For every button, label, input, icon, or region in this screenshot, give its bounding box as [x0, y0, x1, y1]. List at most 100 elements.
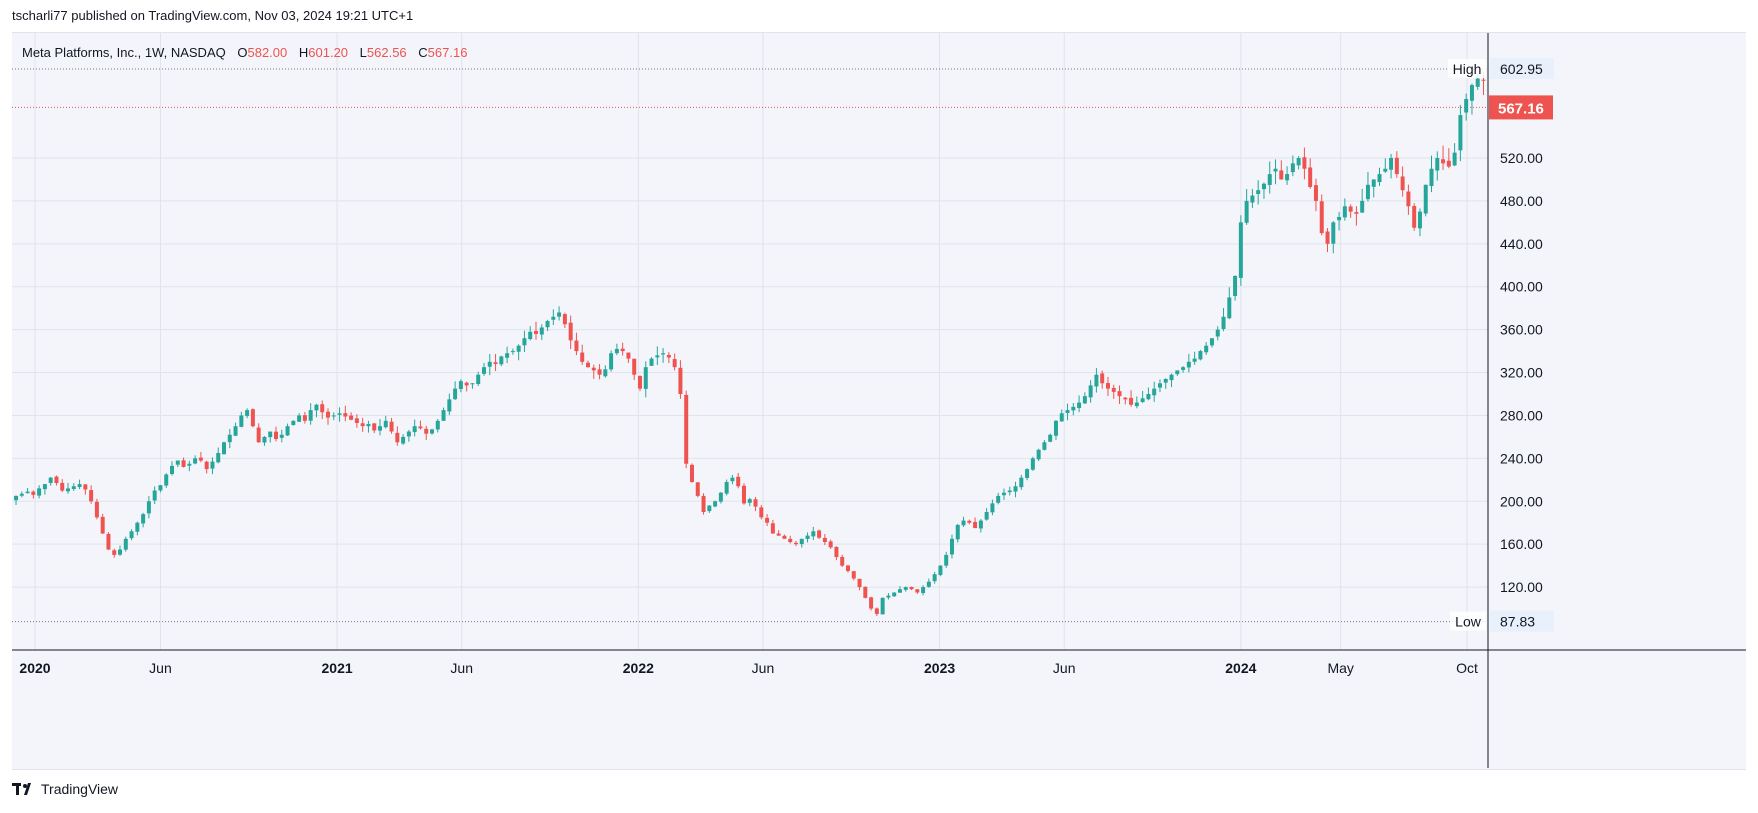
grid	[12, 33, 1488, 650]
candle	[94, 498, 99, 520]
candle	[227, 428, 232, 449]
candle	[349, 412, 354, 421]
candle	[869, 596, 874, 611]
x-tick-label: 2022	[623, 660, 654, 676]
high-marker-bg	[1448, 59, 1486, 79]
candle	[811, 526, 816, 541]
high-value-box	[1490, 58, 1554, 80]
candle	[1313, 178, 1318, 212]
candle	[464, 381, 469, 392]
candle	[718, 492, 723, 504]
candle	[164, 473, 169, 488]
x-tick-label: 2023	[924, 660, 955, 676]
candle	[152, 486, 157, 505]
candle	[782, 534, 787, 539]
x-tick-label: 2020	[19, 660, 50, 676]
candle	[372, 423, 377, 434]
candle	[302, 411, 307, 424]
candle	[897, 586, 902, 593]
candle	[193, 455, 198, 465]
candle	[1429, 155, 1434, 193]
candle	[1094, 367, 1099, 393]
candle	[759, 504, 764, 520]
candle	[1273, 159, 1278, 185]
candle	[158, 485, 163, 493]
candle	[753, 496, 758, 512]
candle	[528, 326, 533, 341]
y-tick-label: 400.00	[1500, 279, 1543, 295]
high-value: 601.20	[308, 45, 349, 60]
candle	[204, 460, 209, 474]
candle	[1331, 221, 1336, 254]
candle	[874, 607, 879, 617]
y-tick-label: 520.00	[1500, 150, 1543, 166]
candle	[37, 485, 42, 499]
candle	[1325, 228, 1330, 253]
candle	[1048, 433, 1053, 443]
candle	[724, 479, 729, 496]
candle	[1446, 148, 1451, 169]
candle	[672, 353, 677, 371]
candle	[609, 350, 614, 372]
x-tick-label: Jun	[752, 660, 775, 676]
candle	[591, 364, 596, 379]
low-label: L	[359, 45, 367, 60]
candle	[493, 353, 498, 372]
high-marker-label: High	[1453, 61, 1482, 77]
candle	[1371, 179, 1376, 198]
y-tick-label: 160.00	[1500, 536, 1543, 552]
candle	[533, 321, 538, 340]
candle	[1389, 153, 1394, 179]
candle	[805, 532, 810, 543]
candle	[89, 485, 94, 504]
footer[interactable]: TradingView	[12, 781, 118, 797]
candle	[314, 403, 319, 418]
close-value: 567.16	[427, 45, 468, 60]
candle	[470, 383, 475, 389]
candle	[845, 565, 850, 573]
candle	[1290, 155, 1295, 177]
candle	[770, 519, 775, 534]
candle	[562, 312, 567, 328]
candle	[1192, 351, 1197, 365]
candle	[1267, 161, 1272, 194]
candle	[1025, 468, 1030, 481]
candle	[19, 491, 24, 498]
low-value-box	[1490, 610, 1554, 632]
y-tick-label: 120.00	[1500, 579, 1543, 595]
candle	[291, 420, 296, 426]
candle	[1001, 488, 1006, 500]
candle	[684, 390, 689, 469]
candle	[643, 361, 648, 398]
candle	[903, 586, 908, 592]
candle	[453, 381, 458, 401]
candle	[984, 508, 989, 521]
candle	[967, 519, 972, 525]
candle	[297, 413, 302, 422]
low-value: 562.56	[366, 45, 407, 60]
candle	[568, 315, 573, 350]
publish-info: tscharli77 published on TradingView.com,…	[12, 8, 414, 23]
candle	[857, 578, 862, 591]
chart-area[interactable]	[12, 32, 1746, 770]
candle	[378, 419, 383, 436]
candle	[915, 588, 920, 594]
candle	[71, 483, 76, 491]
candle	[1377, 167, 1382, 186]
candle	[481, 362, 486, 376]
candle	[222, 441, 227, 455]
candle	[840, 554, 845, 567]
y-tick-label: 480.00	[1500, 193, 1543, 209]
candle	[701, 493, 706, 515]
candle	[268, 431, 273, 443]
candle	[557, 306, 562, 321]
candle	[326, 408, 331, 425]
candle	[1117, 385, 1122, 404]
candle	[793, 540, 798, 547]
candle	[1053, 420, 1058, 441]
candle	[239, 411, 244, 428]
x-tick-label: 2024	[1225, 660, 1256, 676]
candle	[973, 517, 978, 529]
candle	[31, 490, 36, 499]
